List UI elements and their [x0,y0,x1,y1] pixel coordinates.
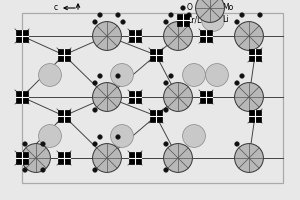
Circle shape [196,0,224,22]
Circle shape [235,144,263,172]
Circle shape [164,144,192,172]
Bar [200,91,212,103]
Bar [58,49,70,61]
Circle shape [111,125,134,147]
Text: O: O [187,3,193,12]
Circle shape [258,13,262,17]
Circle shape [98,74,102,78]
Circle shape [116,13,120,17]
Bar [129,91,141,103]
Text: Mo: Mo [222,3,233,12]
Circle shape [183,64,206,86]
Circle shape [240,74,244,78]
Circle shape [183,125,206,147]
Circle shape [93,81,98,85]
Bar [200,30,212,42]
Circle shape [22,142,27,146]
Circle shape [40,142,45,146]
Circle shape [235,20,239,24]
Circle shape [169,74,173,78]
Circle shape [111,64,134,86]
Circle shape [164,142,168,146]
Circle shape [116,135,120,139]
Bar [129,152,141,164]
Circle shape [116,74,120,78]
Circle shape [164,81,168,85]
Circle shape [39,64,62,86]
Circle shape [93,108,98,112]
Circle shape [187,13,191,17]
Text: Cr/Li: Cr/Li [187,16,205,24]
Bar [129,30,141,42]
Bar [16,152,28,164]
Bar [58,110,70,122]
Circle shape [181,6,185,10]
Bar [16,30,28,42]
Circle shape [164,168,168,172]
Circle shape [93,168,98,172]
Bar [22,13,283,183]
Circle shape [40,168,45,172]
Bar [150,110,162,122]
Circle shape [22,168,27,172]
Circle shape [202,9,224,31]
Circle shape [164,20,168,24]
Circle shape [121,20,125,24]
Circle shape [235,22,263,50]
Circle shape [39,125,62,147]
Circle shape [240,13,244,17]
Circle shape [93,22,122,50]
Text: Li: Li [222,16,229,24]
Bar [58,152,70,164]
Circle shape [93,144,122,172]
Circle shape [22,144,50,172]
Circle shape [235,83,263,111]
Circle shape [164,108,168,112]
Circle shape [93,83,122,111]
Circle shape [93,142,98,146]
Circle shape [98,135,102,139]
Bar [16,91,28,103]
Circle shape [206,64,228,86]
Bar [249,110,261,122]
Circle shape [169,13,173,17]
Text: c: c [54,3,58,12]
Bar [177,14,189,26]
Bar [249,49,261,61]
Circle shape [164,83,192,111]
Circle shape [235,81,239,85]
Circle shape [164,22,192,50]
Circle shape [98,13,102,17]
Bar [150,49,162,61]
Circle shape [93,20,98,24]
Circle shape [235,142,239,146]
